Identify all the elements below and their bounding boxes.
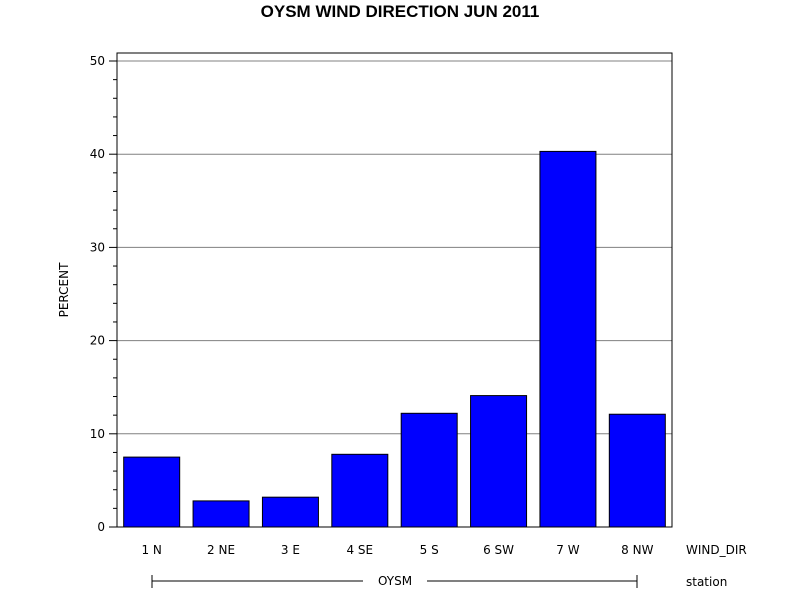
x-axis-label: WIND_DIR	[686, 543, 747, 557]
x-tick-label: 8 NW	[621, 543, 653, 557]
x-tick-label: 1 N	[141, 543, 161, 557]
y-tick-label: 50	[90, 54, 105, 68]
group-axis: OYSM station	[151, 574, 727, 589]
bar	[192, 500, 250, 528]
plot-frame	[116, 52, 673, 528]
bar	[400, 412, 458, 528]
x-tick-label: 7 W	[556, 543, 579, 557]
bar	[470, 395, 528, 528]
y-tick-label: 30	[90, 240, 105, 254]
y-axis: 0 10 20 30 40 50	[90, 54, 117, 534]
bar	[331, 453, 389, 528]
y-tick-label: 0	[97, 520, 105, 534]
y-tick-label: 40	[90, 147, 105, 161]
x-tick-label: 4 SE	[346, 543, 373, 557]
bar	[123, 456, 181, 528]
y-axis-label: PERCENT	[57, 262, 71, 317]
bar	[261, 496, 319, 528]
bars	[123, 150, 666, 528]
y-tick-label: 10	[90, 427, 105, 441]
x-tick-label: 6 SW	[483, 543, 514, 557]
group-label: OYSM	[378, 574, 412, 588]
x-tick-label: 2 NE	[207, 543, 235, 557]
y-tick-label: 20	[90, 334, 105, 348]
x-axis-labels: 1 N 2 NE 3 E 4 SE 5 S 6 SW 7 W 8 NW	[141, 543, 653, 557]
group-axis-label: station	[686, 575, 727, 589]
bar	[608, 413, 666, 528]
x-tick-label: 3 E	[281, 543, 300, 557]
bar	[539, 150, 597, 528]
x-tick-label: 5 S	[420, 543, 439, 557]
chart-title: OYSM WIND DIRECTION JUN 2011	[261, 2, 540, 21]
